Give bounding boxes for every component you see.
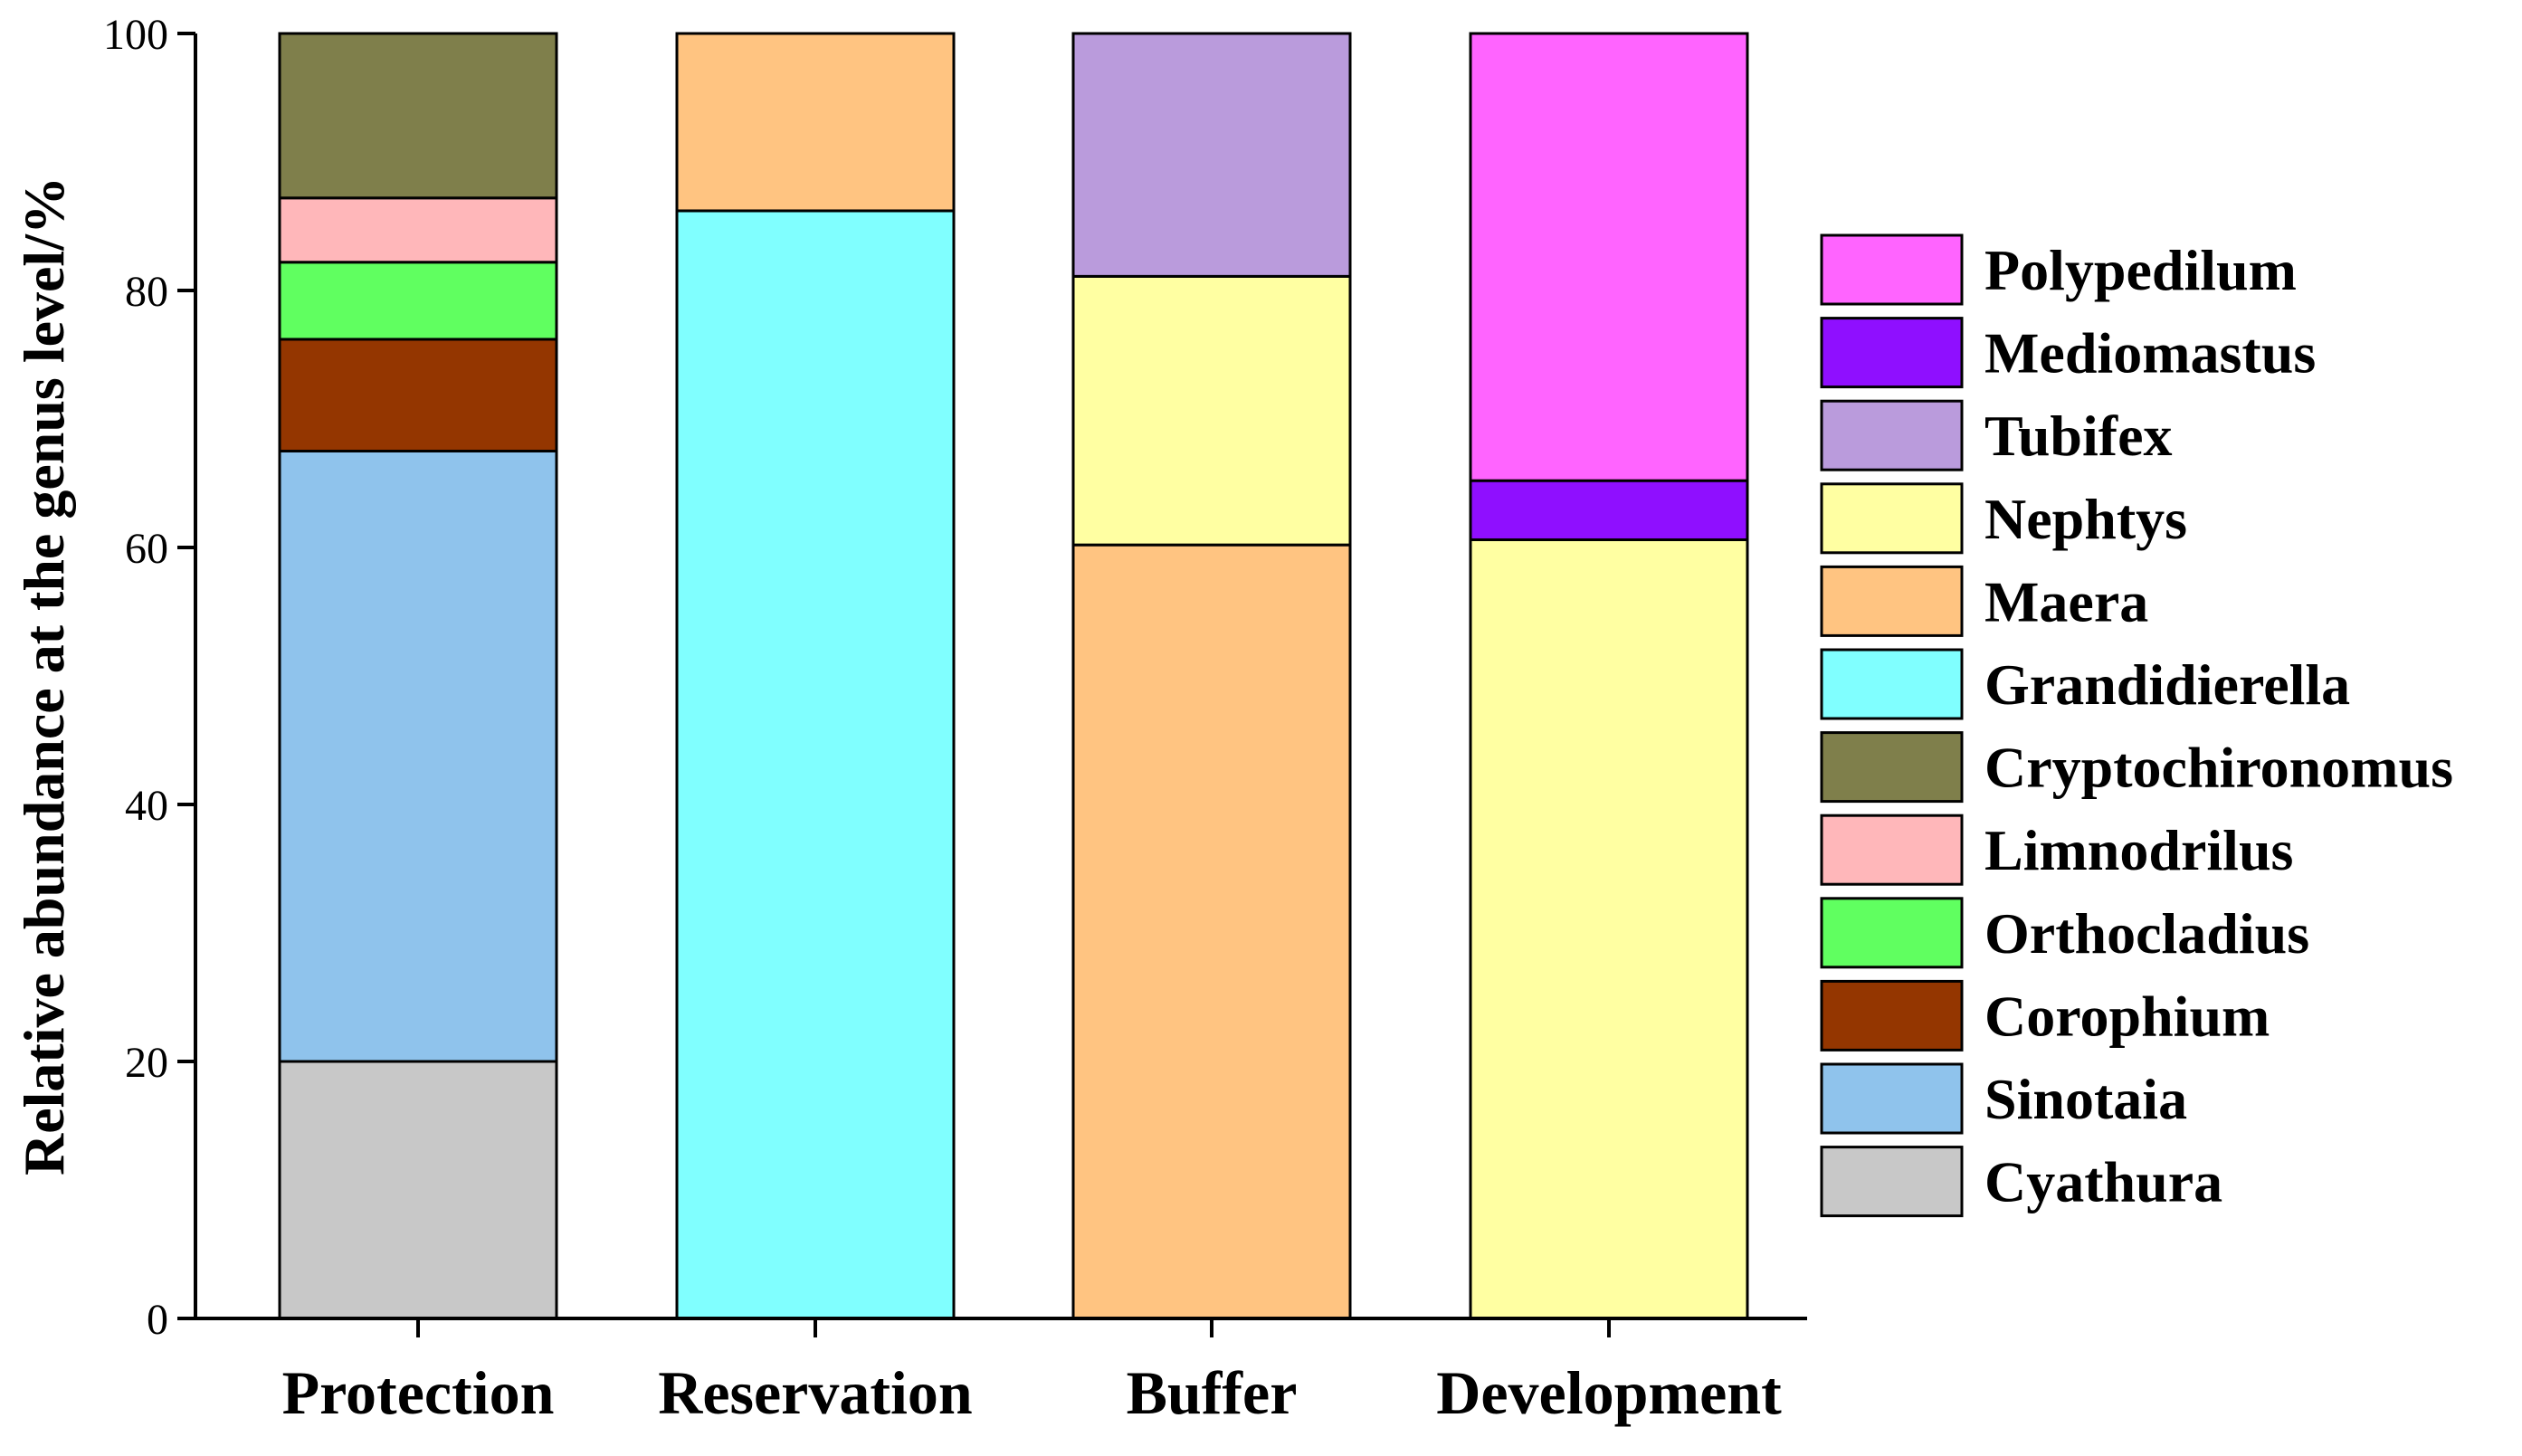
- x-tick-label-protection: Protection: [282, 1358, 555, 1427]
- y-tick-label: 40: [125, 782, 168, 830]
- legend-label-polypedilum: Polypedilum: [1984, 238, 2297, 302]
- bar-segment-protection-limnodrilus: [278, 196, 558, 264]
- legend-label-grandidierella: Grandidierella: [1984, 652, 2350, 717]
- legend-label-cyathura: Cyathura: [1984, 1150, 2222, 1214]
- x-ticks: Protection Reservation Buffer Development: [282, 1318, 1782, 1427]
- y-ticks: 0 20 40 60 80 100: [103, 11, 195, 1344]
- legend-label-cryptochironomus: Cryptochironomus: [1984, 736, 2453, 800]
- legend-swatch-cryptochironomus: [1820, 731, 1964, 804]
- x-tick-label-buffer: Buffer: [1127, 1358, 1298, 1427]
- y-tick-label: 100: [103, 11, 168, 59]
- legend-label-limnodrilus: Limnodrilus: [1984, 818, 2293, 882]
- bar-segment-protection-cyathura: [278, 1060, 558, 1320]
- legend-label-sinotaia: Sinotaia: [1984, 1067, 2187, 1131]
- legend-swatch-sinotaia: [1820, 1062, 1964, 1135]
- y-tick-label: 0: [147, 1296, 168, 1344]
- legend-swatch-orthocladius: [1820, 897, 1964, 969]
- legend-label-maera: Maera: [1984, 569, 2148, 633]
- axes-layer: [194, 33, 1807, 1320]
- y-tick-label: 80: [125, 268, 168, 316]
- bar-segment-protection-sinotaia: [278, 450, 558, 1063]
- legend-swatch-cyathura: [1820, 1146, 1964, 1218]
- bar-segment-reservation-maera: [675, 32, 956, 213]
- legend-label-tubifex: Tubifex: [1984, 404, 2173, 468]
- y-tick-label: 20: [125, 1039, 168, 1087]
- bar-segment-buffer-tubifex: [1071, 32, 1352, 278]
- bar-segment-protection-corophium: [278, 338, 558, 452]
- bar-segment-development-polypedilum: [1469, 32, 1749, 482]
- legend-label-orthocladius: Orthocladius: [1984, 901, 2309, 966]
- x-tick-label-development: Development: [1436, 1358, 1782, 1427]
- legend-label-nephtys: Nephtys: [1984, 487, 2187, 551]
- legend-swatch-limnodrilus: [1820, 814, 1964, 886]
- legend-swatch-nephtys: [1820, 482, 1964, 555]
- legend: Polypedilum Mediomastus Tubifex Nephtys Maer…: [1820, 233, 2453, 1218]
- legend-swatch-maera: [1820, 565, 1964, 637]
- y-axis-title: Relative abundance at the genus level/%: [12, 176, 76, 1175]
- bar-segment-development-mediomastus: [1469, 479, 1749, 541]
- legend-swatch-grandidierella: [1820, 648, 1964, 720]
- legend-swatch-mediomastus: [1820, 317, 1964, 389]
- x-tick-label-reservation: Reservation: [658, 1358, 972, 1427]
- legend-label-corophium: Corophium: [1984, 984, 2270, 1048]
- bar-segment-protection-orthocladius: [278, 261, 558, 341]
- y-tick-label: 60: [125, 525, 168, 573]
- legend-swatch-corophium: [1820, 979, 1964, 1052]
- bar-segment-protection-cryptochironomus: [278, 32, 558, 200]
- bar-segment-development-nephtys: [1469, 538, 1749, 1320]
- bars-layer: [278, 32, 1749, 1320]
- bar-segment-buffer-nephtys: [1071, 274, 1352, 547]
- legend-label-mediomastus: Mediomastus: [1984, 321, 2316, 385]
- legend-swatch-polypedilum: [1820, 233, 1964, 306]
- legend-swatch-tubifex: [1820, 399, 1964, 471]
- bar-segment-buffer-maera: [1071, 543, 1352, 1320]
- bar-segment-reservation-grandidierella: [675, 209, 956, 1320]
